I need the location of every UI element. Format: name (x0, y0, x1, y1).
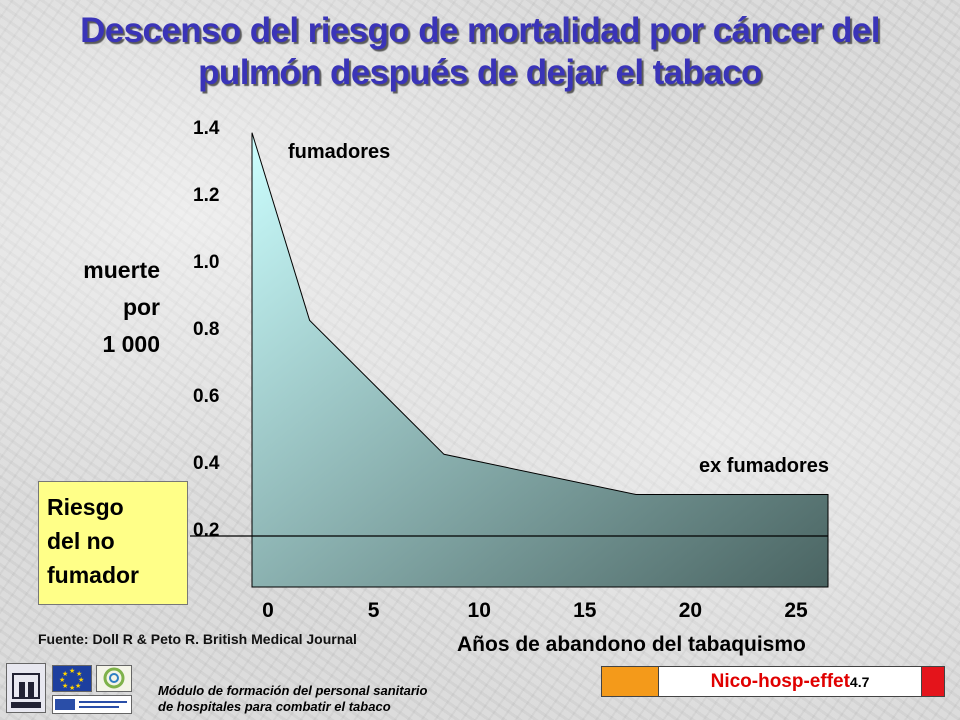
nonsmoker-line-1: Riesgo (47, 494, 124, 520)
svg-text:★: ★ (75, 682, 81, 690)
title-line-2: pulmón después de dejar el tabaco (198, 53, 762, 92)
x-axis-label: Años de abandono del tabaquismo (457, 633, 806, 656)
y-tick-label: 0.4 (193, 453, 220, 474)
footer-line-2: de hospitales para combatir el tabaco (158, 699, 391, 714)
eu-stars-icon: ★ ★★ ★★★ ★★ (59, 667, 84, 692)
source-citation: Fuente: Doll R & Peto R. British Medical… (38, 631, 357, 647)
svg-text:★: ★ (76, 670, 82, 678)
x-tick-label: 0 (262, 599, 274, 622)
y-tick-label: 0.6 (193, 386, 219, 407)
x-tick-label: 10 (468, 599, 491, 622)
risk-area (251, 132, 829, 588)
y-tick-label: 1.4 (193, 118, 220, 139)
nonsmoker-line-3: fumador (47, 562, 139, 588)
svg-text:★: ★ (62, 670, 68, 678)
badge-red-block (921, 667, 944, 696)
spiral-logo (96, 665, 132, 692)
nonsmoker-line-2: del no (47, 528, 115, 554)
svg-text:★: ★ (59, 676, 65, 684)
y-axis-label-line-1: muerte (83, 257, 160, 283)
svg-text:★: ★ (78, 676, 84, 684)
svg-text:★: ★ (69, 667, 75, 675)
footer-line-1: Módulo de formación del personal sanitar… (158, 683, 428, 698)
slide-id-badge: Nico-hosp-effet 4.7 (601, 666, 945, 697)
svg-text:★: ★ (62, 682, 68, 690)
x-tick-label: 20 (679, 599, 702, 622)
y-axis-label: muerte por 1 000 (20, 252, 160, 363)
y-tick-label: 1.0 (193, 252, 219, 273)
chart-title: Descenso del riesgo de mortalidad por cá… (0, 10, 960, 94)
x-tick-label: 5 (368, 599, 380, 622)
nonsmoker-risk-box: Riesgo del no fumador (38, 481, 188, 605)
y-axis-label-line-3: 1 000 (102, 331, 160, 357)
badge-center: Nico-hosp-effet 4.7 (659, 667, 921, 696)
svg-text:★: ★ (69, 684, 75, 691)
footer-module-text: Módulo de formación del personal sanitar… (158, 683, 427, 715)
x-tick-label: 25 (784, 599, 808, 622)
spiral-icon (103, 667, 125, 689)
aphp-mark-icon (55, 699, 127, 710)
hospital-building-icon (11, 673, 41, 708)
aphp-logo (52, 695, 132, 714)
y-axis-label-line-2: por (122, 294, 160, 320)
badge-orange-block (602, 667, 659, 696)
x-tick-label: 15 (573, 599, 597, 622)
y-tick-label: 0.8 (193, 319, 219, 340)
y-tick-label: 1.2 (193, 185, 219, 206)
hospital-logo (6, 663, 46, 713)
annotation-ex-smokers: ex fumadores (699, 455, 829, 477)
y-tick-label: 0.2 (193, 520, 219, 541)
eu-flag-logo: ★ ★ ★ ★ ★ ★ ★ ★ (52, 665, 92, 692)
annotation-smokers: fumadores (288, 141, 390, 163)
badge-number: 4.7 (849, 673, 870, 690)
title-line-1: Descenso del riesgo de mortalidad por cá… (80, 11, 880, 50)
badge-name: Nico-hosp-effet (710, 670, 850, 692)
